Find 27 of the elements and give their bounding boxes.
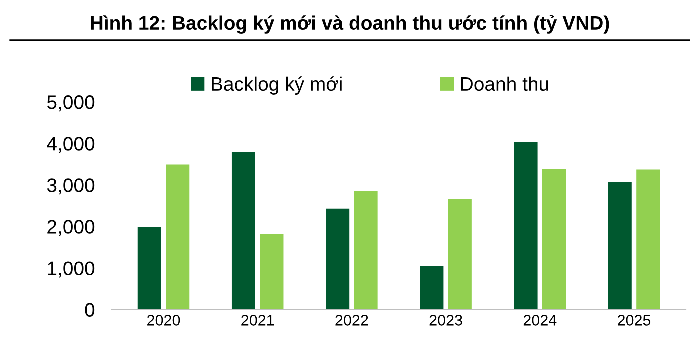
bar bbox=[608, 182, 632, 310]
bar bbox=[636, 170, 660, 310]
y-tick-label: 1,000 bbox=[48, 262, 95, 278]
y-tick-label: 5,000 bbox=[47, 96, 95, 112]
chart-title: Hình 12: Backlog ký mới và doanh thu ước tính (tỷ VND) bbox=[91, 15, 610, 34]
bar bbox=[232, 152, 256, 310]
legend-label: Doanh thu bbox=[461, 76, 548, 92]
bar bbox=[166, 164, 190, 310]
y-tick-label: 2,000 bbox=[48, 220, 95, 236]
y-tick-label: 0 bbox=[85, 303, 95, 317]
bar bbox=[354, 191, 378, 310]
bar bbox=[514, 142, 538, 310]
x-tick-label: 2021 bbox=[242, 315, 274, 326]
bar bbox=[326, 208, 350, 310]
y-tick-label: 3,000 bbox=[47, 178, 95, 195]
bar bbox=[260, 234, 284, 310]
bar bbox=[542, 169, 566, 310]
y-tick-label: 4,000 bbox=[47, 137, 95, 154]
x-tick-label: 2024 bbox=[524, 315, 557, 326]
x-tick-label: 2025 bbox=[618, 315, 651, 326]
x-tick-label: 2022 bbox=[336, 315, 368, 326]
bar bbox=[138, 227, 162, 310]
x-tick-label: 2020 bbox=[148, 315, 180, 326]
bar bbox=[420, 266, 444, 310]
bar bbox=[448, 199, 472, 310]
legend-label: Backlog ký mới bbox=[212, 76, 342, 95]
x-tick-label: 2023 bbox=[430, 315, 462, 326]
